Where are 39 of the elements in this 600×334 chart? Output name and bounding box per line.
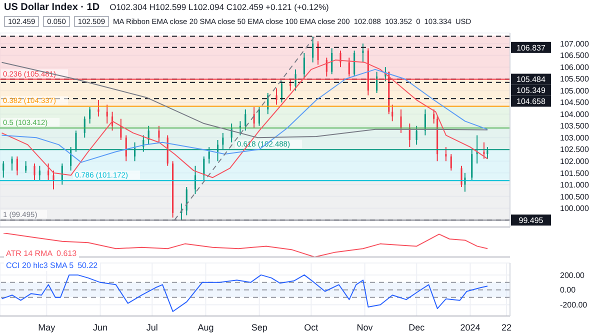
y-tick-label: 101.000	[560, 180, 590, 190]
y-tick-label: 107.000	[560, 39, 590, 48]
y-tick-label: 102.000	[560, 157, 590, 166]
y-tick-label: 102.500	[560, 145, 590, 154]
chart-subtitle: O102.304 H102.599 L102.094 C102.459 +0.121 (+0.12%)	[110, 2, 329, 12]
x-tick-label: Oct	[304, 322, 319, 332]
ref-line-label: 104.658	[516, 97, 546, 106]
y-tick-label: 103.000	[560, 133, 590, 142]
x-tick-label: Aug	[198, 322, 214, 332]
y-tick-label: 100.000	[560, 204, 590, 214]
x-tick-label: Jun	[93, 322, 108, 332]
x-tick-label: Nov	[356, 322, 374, 332]
legend-label: 105.349	[516, 86, 546, 96]
y-tick-label: 106.500	[560, 51, 590, 60]
x-tick-label: 2024	[460, 322, 480, 332]
x-tick-label: 22	[502, 322, 512, 332]
y-tick-label: 105.500	[560, 74, 590, 84]
y-tick-label: 104.000	[560, 110, 590, 119]
y-tick-label: -200.00	[560, 300, 588, 310]
annotation: 50.22	[78, 261, 98, 271]
y-tick-label: 106.000	[560, 62, 590, 72]
chart-title: US Dollar Index · 1D	[4, 2, 100, 12]
y-tick-label: 104.500	[560, 98, 590, 108]
x-tick-label: Jul	[146, 322, 158, 332]
ref-line-label: 106.837	[516, 43, 546, 52]
ref-line-label: 99.495	[518, 216, 544, 226]
y-tick-label: 101.500	[560, 168, 590, 178]
y-tick-label: 200.00	[560, 270, 586, 280]
y-tick-label: 103.500	[560, 122, 590, 131]
y-tick-label: 0.00	[560, 286, 576, 295]
x-tick-label: Sep	[251, 322, 268, 332]
y-tick-label: 105.000	[560, 86, 590, 96]
series-label: CCI 20 hlc3 SMA 5	[6, 261, 74, 271]
x-tick-label: May	[38, 322, 56, 332]
annotation: 0.613	[56, 249, 77, 259]
ref-line-label: 105.484	[516, 75, 546, 84]
y-tick-label: 100.500	[560, 192, 590, 202]
x-tick-label: Dec	[408, 322, 426, 332]
series-label: ATR 14 RMA	[6, 249, 53, 259]
